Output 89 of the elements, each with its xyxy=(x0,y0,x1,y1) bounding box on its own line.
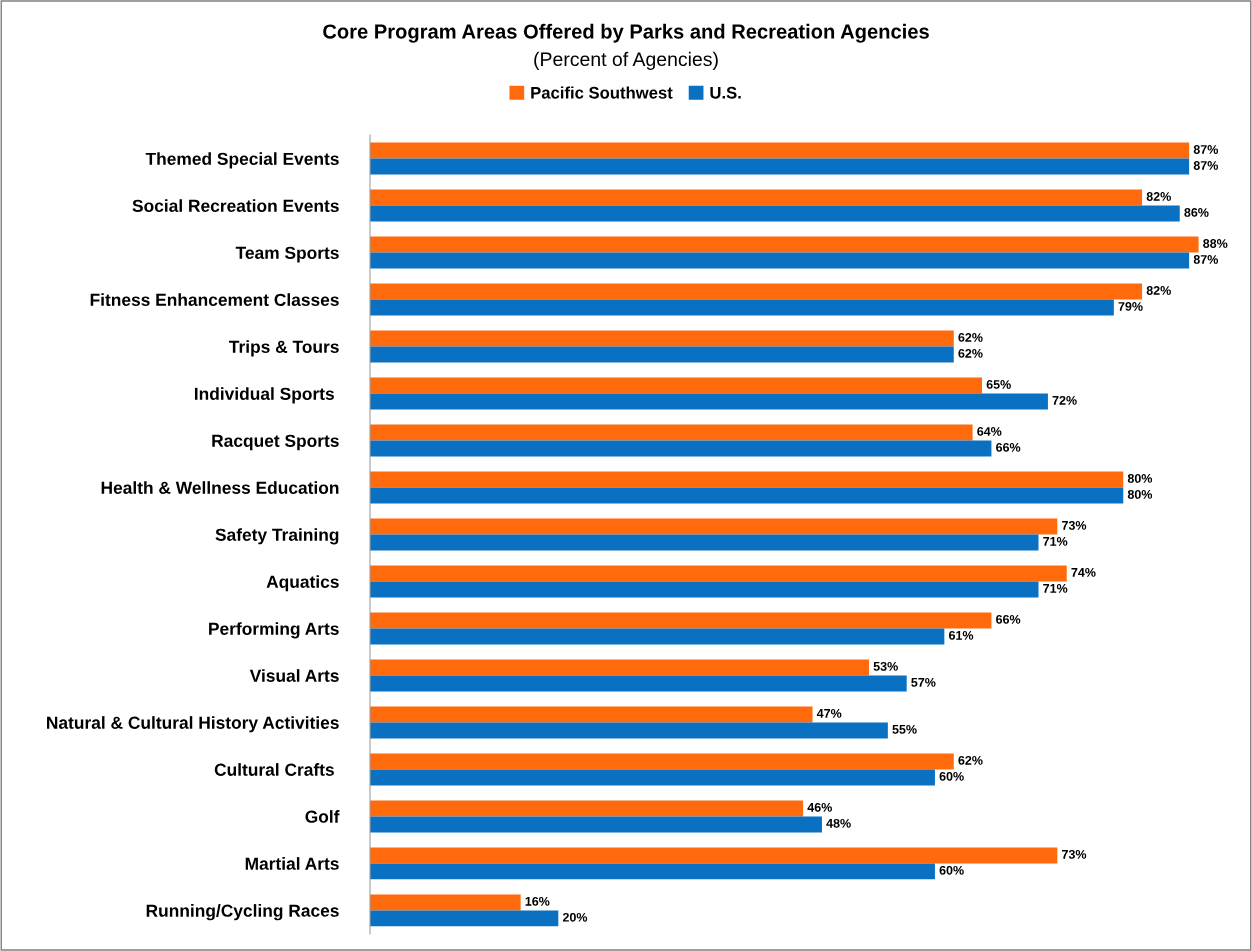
bar xyxy=(370,800,804,817)
bar xyxy=(370,424,973,441)
bar xyxy=(370,283,1143,300)
y-tick-label: Social Recreation Events xyxy=(132,199,339,212)
data-label: 82% xyxy=(1146,286,1171,295)
y-tick-label: Trips & Tours xyxy=(229,340,339,357)
data-label: 74% xyxy=(1071,568,1096,577)
bar xyxy=(370,910,559,927)
data-label: 71% xyxy=(1043,536,1068,546)
y-tick-label: Racquet Sports xyxy=(212,434,339,451)
bar xyxy=(370,377,983,394)
bar xyxy=(370,659,870,676)
data-label: 20% xyxy=(562,912,588,922)
data-label: 53% xyxy=(873,661,898,671)
y-tick-label: Golf xyxy=(305,810,340,823)
bar xyxy=(370,440,992,457)
data-label: 47% xyxy=(816,708,842,718)
legend-label: Pacific Southwest xyxy=(531,86,673,99)
data-label: 57% xyxy=(911,677,936,687)
bar xyxy=(370,205,1180,222)
bar xyxy=(370,346,954,363)
data-label: 65% xyxy=(986,380,1011,389)
data-label: 73% xyxy=(1062,849,1087,859)
bar xyxy=(370,894,521,911)
bar xyxy=(370,628,945,645)
bar xyxy=(370,534,1039,551)
y-tick-label: Aquatics xyxy=(266,575,339,592)
bar xyxy=(370,706,813,723)
chart-title: Core Program Areas Offered by Parks and Recreation Agencies xyxy=(323,23,929,43)
data-label: 16% xyxy=(525,896,550,906)
data-label: 66% xyxy=(996,442,1021,452)
bar xyxy=(370,722,888,739)
bar xyxy=(370,471,1124,488)
bar xyxy=(370,518,1058,535)
bar xyxy=(370,236,1199,253)
y-tick-label: Safety Training xyxy=(215,528,339,545)
data-label: 60% xyxy=(939,865,964,875)
y-tick-label: Individual Sports xyxy=(194,387,334,404)
bar xyxy=(370,581,1039,598)
data-label: 73% xyxy=(1062,520,1087,530)
data-label: 88% xyxy=(1203,239,1228,248)
bar xyxy=(370,863,935,880)
data-label: 86% xyxy=(1184,208,1209,217)
y-tick-label: Cultural Crafts xyxy=(214,763,334,776)
data-label: 55% xyxy=(892,724,917,734)
y-tick-label: Team Sports xyxy=(235,246,339,263)
data-label: 82% xyxy=(1146,192,1171,201)
y-tick-label: Visual Arts xyxy=(249,669,339,682)
data-label: 62% xyxy=(958,755,983,765)
bar xyxy=(370,753,954,770)
bar xyxy=(370,769,935,786)
bar xyxy=(370,847,1058,864)
bar xyxy=(370,158,1190,175)
data-label: 62% xyxy=(958,333,983,342)
data-label: 80% xyxy=(1127,473,1153,483)
bar xyxy=(370,487,1124,504)
y-tick-label: Natural & Cultural History Activities xyxy=(47,716,339,733)
y-tick-label: Running/Cycling Races xyxy=(146,904,339,921)
bar xyxy=(370,612,992,629)
data-label: 64% xyxy=(977,427,1002,436)
bar xyxy=(370,393,1048,410)
bar xyxy=(370,299,1114,316)
data-label: 87% xyxy=(1193,255,1219,264)
legend-label: U.S. xyxy=(710,86,741,99)
bar xyxy=(370,565,1067,582)
bar xyxy=(370,252,1190,269)
bar xyxy=(370,816,822,833)
y-tick-label: Martial Arts xyxy=(245,857,339,870)
chart-subtitle: (Percent of Agencies) xyxy=(534,51,718,70)
data-label: 46% xyxy=(807,802,832,812)
y-tick-label: Performing Arts xyxy=(209,622,339,639)
data-label: 48% xyxy=(826,818,851,828)
data-label: 80% xyxy=(1127,489,1153,499)
data-label: 60% xyxy=(939,771,964,781)
data-label: 66% xyxy=(996,614,1021,624)
data-label: 87% xyxy=(1193,145,1219,154)
y-tick-label: Health & Wellness Education xyxy=(101,481,339,494)
bar xyxy=(370,330,954,347)
y-tick-label: Fitness Enhancement Classes xyxy=(90,293,339,306)
data-label: 87% xyxy=(1193,161,1219,170)
bar xyxy=(370,189,1143,206)
data-label: 61% xyxy=(948,630,974,640)
data-label: 71% xyxy=(1043,583,1068,593)
bar xyxy=(370,675,907,692)
bar xyxy=(370,142,1190,159)
data-label: 79% xyxy=(1118,302,1143,311)
data-label: 62% xyxy=(958,348,983,358)
y-tick-label: Themed Special Events xyxy=(145,152,339,169)
data-label: 72% xyxy=(1052,395,1077,405)
